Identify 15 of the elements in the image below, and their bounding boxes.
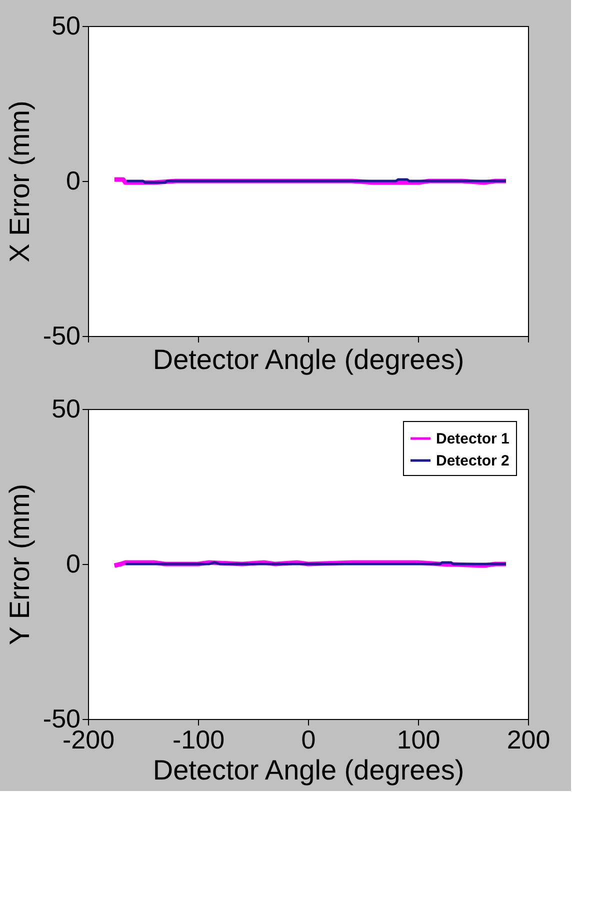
x-tick-label: 200 — [506, 724, 550, 754]
y-axis-title: X Error (mm) — [4, 100, 35, 262]
y-axis-title: Y Error (mm) — [4, 484, 35, 646]
x-tick-label: -100 — [172, 724, 225, 754]
y-tick-label: 50 — [52, 10, 80, 40]
y-tick-label: 50 — [52, 394, 80, 424]
y-tick-label: -50 — [42, 320, 80, 350]
x-tick-label: 0 — [301, 724, 316, 754]
legend-label: Detector 2 — [436, 452, 510, 470]
y-tick-label: 0 — [66, 548, 80, 578]
legend-label: Detector 1 — [436, 430, 510, 448]
x-axis-title: Detector Angle (degrees) — [152, 754, 464, 786]
y-tick-label: 0 — [66, 166, 80, 196]
x-tick-label: 100 — [396, 724, 440, 754]
x-axis-title: Detector Angle (degrees) — [152, 344, 464, 375]
